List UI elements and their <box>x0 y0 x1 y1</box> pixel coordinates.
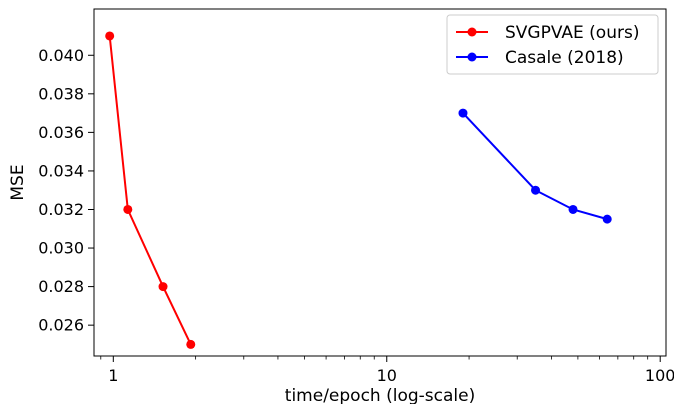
y-axis-label: MSE <box>8 164 28 200</box>
plot-area <box>105 31 612 349</box>
y-tick-label-5: 0.036 <box>38 123 84 142</box>
x-tick-label-0: 1 <box>108 366 118 385</box>
series-0-point-1 <box>123 204 133 214</box>
axes: 0.026 0.028 0.030 0.032 0.034 0.036 0.038 0.040… <box>38 8 674 385</box>
y-tick-label-0: 0.026 <box>38 316 84 335</box>
x-tick-label-1: 10 <box>377 366 397 385</box>
plot-frame <box>93 8 667 357</box>
y-tick-label-4: 0.034 <box>38 161 84 180</box>
series-1-point-3 <box>602 214 612 224</box>
y-tick-label-7: 0.040 <box>38 46 84 65</box>
series-0-point-3 <box>186 339 196 349</box>
y-tick-label-6: 0.038 <box>38 84 84 103</box>
series-line-1 <box>462 112 608 221</box>
legend: SVGPVAE (ours) Casale (2018) <box>446 14 659 75</box>
series-1-point-0 <box>458 108 468 118</box>
series-0-point-0 <box>105 31 115 41</box>
x-tick-label-2: 100 <box>645 366 674 385</box>
y-tick-label-1: 0.028 <box>38 277 84 296</box>
series-1-point-2 <box>568 204 578 214</box>
legend-label-0: SVGPVAE (ours) <box>505 23 639 43</box>
legend-marker-0 <box>467 27 477 37</box>
legend-label-1: Casale (2018) <box>505 48 624 68</box>
series-line-0 <box>108 35 192 345</box>
legend-marker-1 <box>467 52 477 62</box>
series-0-point-2 <box>158 282 168 292</box>
x-axis-label: time/epoch (log-scale) <box>285 386 475 404</box>
series-1-point-1 <box>531 185 541 195</box>
y-tick-label-3: 0.032 <box>38 200 84 219</box>
y-tick-label-2: 0.030 <box>38 239 84 258</box>
legend-box <box>446 14 659 75</box>
